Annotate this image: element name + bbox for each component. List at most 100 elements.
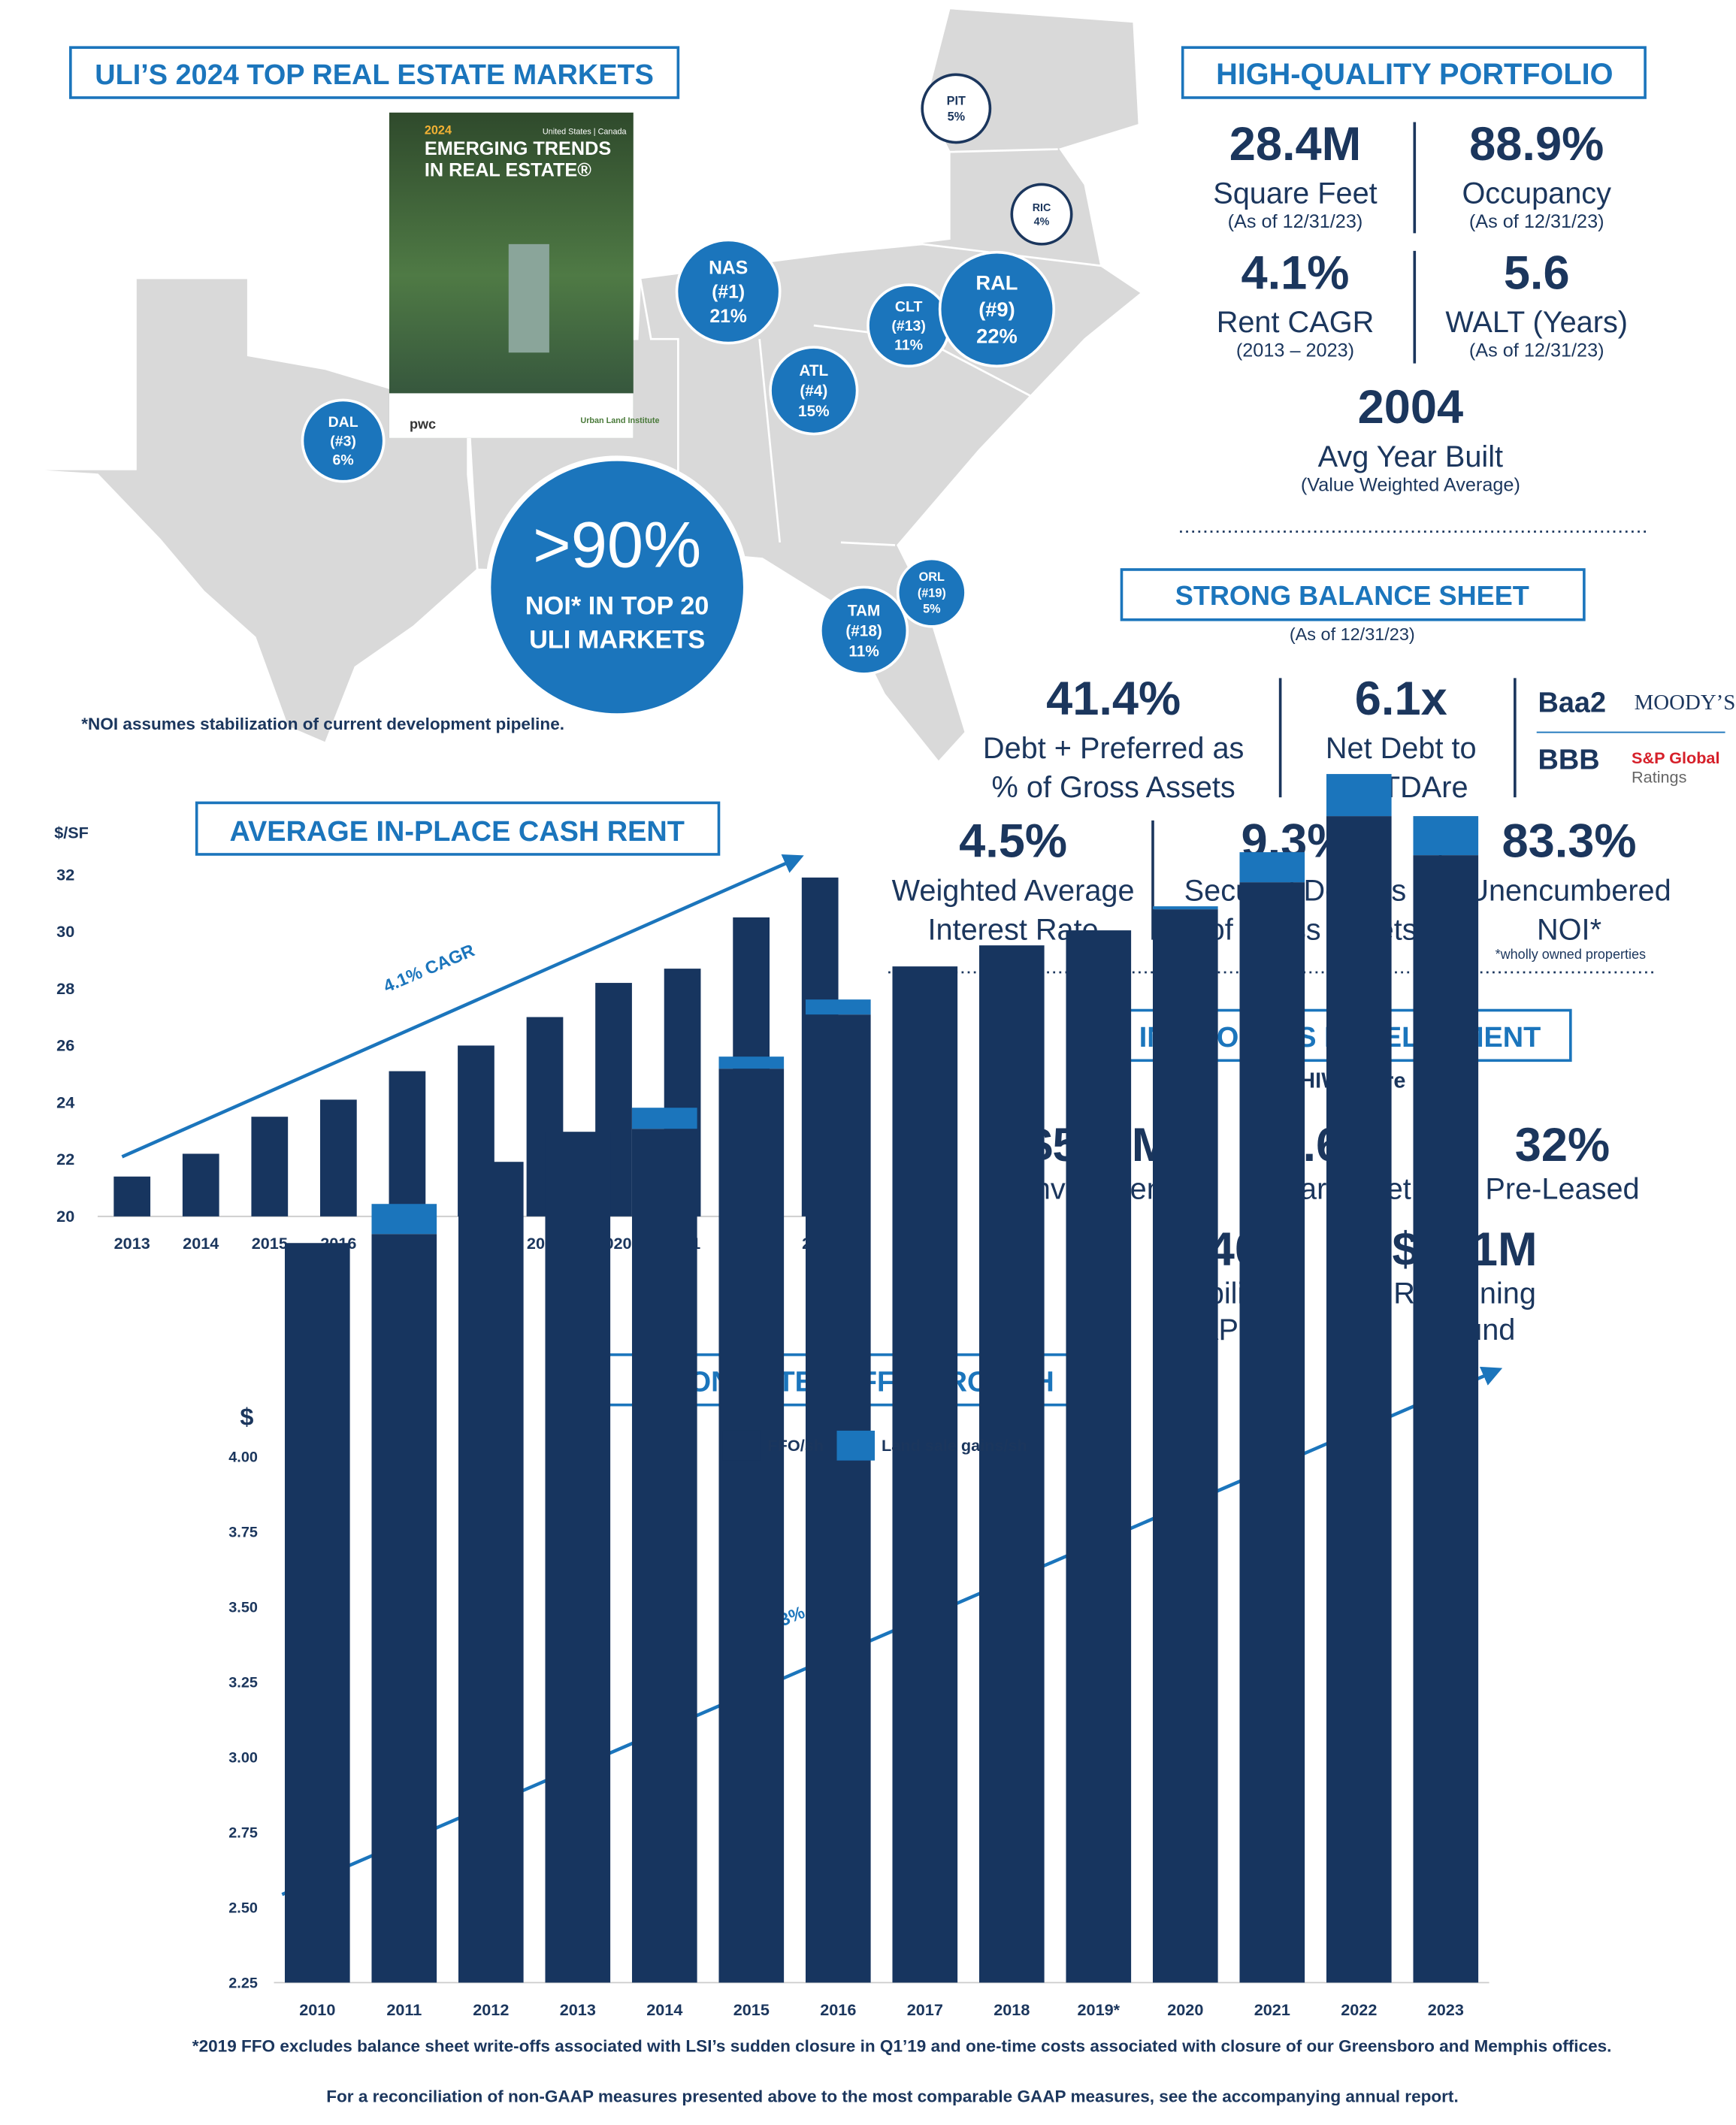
bar-segment [805,1014,871,1983]
bar-segment [631,1108,697,1129]
text: 3.25 [228,1675,258,1691]
text: FFO/sh [767,1436,824,1455]
text: 32 [56,865,74,884]
text: *wholly owned properties [1496,947,1646,962]
text: For a reconciliation of non-GAAP measure… [326,2087,1458,2105]
bar-segment [284,1243,350,1983]
text: Unencumbered [1467,874,1671,907]
text: 2014 [183,1234,219,1253]
text: 4.00 [228,1449,258,1466]
text: Pre-Leased [1485,1172,1639,1205]
text: United States | Canada [543,128,628,137]
text: 2.25 [228,1975,258,1992]
bar-segment [1413,816,1479,856]
text: 2011 [386,2000,422,2019]
text: 2012 [473,2000,509,2019]
text: (#9) [978,298,1015,321]
bar-segment [1152,906,1218,910]
text: 24 [56,1093,74,1111]
text: (Value Weighted Average) [1301,474,1520,495]
market-bubble [938,250,1056,368]
text: PIT [947,95,966,108]
text: 2004 [1358,381,1464,434]
bar-segment [892,966,958,1983]
text: 2018 [994,2000,1030,2019]
text: 5.6 [1504,246,1570,299]
text: 3.75 [228,1525,258,1541]
text: 5% [923,602,940,615]
text: Weighted Average [892,874,1135,907]
text: 2.50 [228,1900,258,1917]
map-texas [13,277,479,745]
text: 41.4% [1046,673,1181,725]
text: pwc [410,416,436,431]
text: 5% [948,110,965,124]
highlight-bubble [485,455,749,719]
bar-segment [545,1132,611,1983]
text: ORL [919,570,945,584]
text: 2017 [907,2000,943,2019]
market-bubble [301,398,386,483]
book-cover [389,112,634,438]
bar-segment [458,1162,524,1983]
text: 2.75 [228,1825,258,1842]
text: (As of 12/31/23) [1469,340,1604,361]
text: NOI* IN TOP 20 [525,592,709,621]
text: STRONG BALANCE SHEET [1175,580,1529,611]
text: Land sale gains/sh [882,1436,1027,1455]
bar-segment [718,1056,785,1069]
text: HIGH-QUALITY PORTFOLIO [1216,58,1613,91]
bar-segment [1239,852,1305,883]
text: $ [240,1404,253,1431]
text: DAL [328,414,358,431]
text: 2022 [1341,2000,1377,2019]
text: Avg Year Built [1318,440,1503,473]
text: (#1) [712,283,745,303]
text: (#13) [891,318,925,334]
bar-segment [805,999,871,1015]
text: 4.5% [959,815,1067,868]
text: 22% [976,325,1018,348]
text: IN REAL ESTATE® [425,160,591,181]
text: 6% [333,452,354,469]
text: Debt + Preferred as [983,732,1244,765]
text: 20 [56,1207,74,1226]
text: BBB [1538,744,1600,775]
text: Square Feet [1213,177,1377,210]
text: Net Debt to [1326,732,1477,765]
text: RAL [975,271,1018,295]
text: NOI* [1537,914,1601,947]
text: *2019 FFO excludes balance sheet write-o… [192,2037,1612,2056]
text: ULI’S 2024 TOP REAL ESTATE MARKETS [95,59,654,91]
text: 22 [56,1150,74,1168]
text: 11% [894,337,923,353]
text: 2015 [252,1234,288,1253]
text: Urban Land Institute [580,416,659,425]
bar-segment [1413,855,1479,1983]
text: 2016 [820,2000,856,2019]
text: WALT (Years) [1445,306,1628,339]
text: MOODY’S [1635,691,1736,715]
bar-segment [371,1234,437,1983]
market-bubble [819,585,909,676]
text: 2023 [1428,2000,1464,2019]
bar-segment [371,1204,437,1235]
bar-segment [1239,882,1305,1983]
bar [182,1153,219,1217]
text: 32% [1515,1119,1610,1171]
legend-swatch [836,1430,876,1461]
text: Occupancy [1462,177,1611,210]
bar-segment [718,1069,785,1983]
text: (#18) [845,622,882,639]
text: 2021 [1254,2000,1290,2019]
text: 2019* [1078,2000,1121,2019]
text: 2013 [560,2000,596,2019]
text: 28 [56,979,74,998]
text: 2010 [299,2000,335,2019]
text: (#3) [330,433,356,449]
text: S&P Global [1632,748,1719,767]
text: ATL [799,362,828,379]
text: (As of 12/31/23) [1228,211,1363,232]
text: (#4) [800,382,827,400]
